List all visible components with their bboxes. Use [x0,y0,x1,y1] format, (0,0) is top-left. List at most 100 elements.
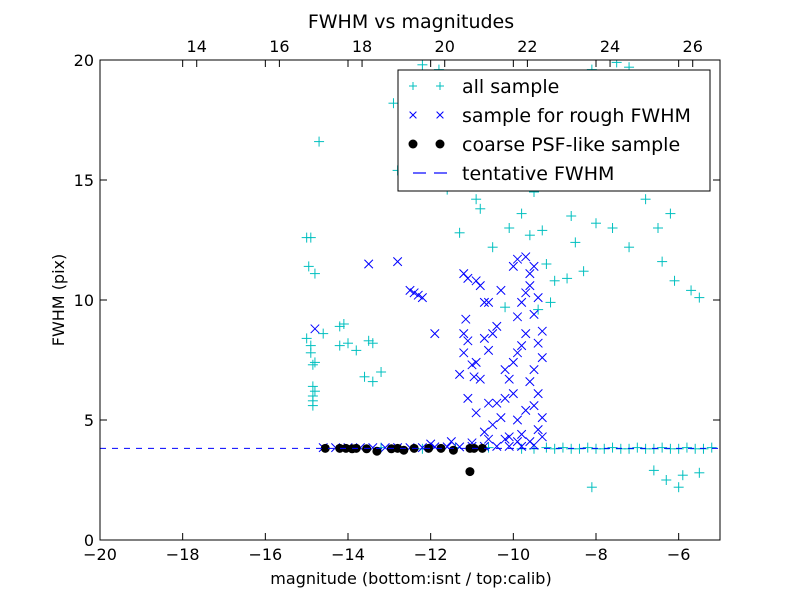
data-point [607,223,618,233]
data-point [477,443,487,453]
top-tick-label: 22 [517,37,537,56]
data-point [500,302,511,313]
data-point [463,273,473,284]
data-point [479,427,490,437]
data-point [475,374,485,384]
x-tick-label: −14 [331,545,365,564]
data-point [512,415,523,425]
data-point [376,367,387,377]
data-point [372,446,382,456]
data-point [545,297,556,308]
data-point [471,357,481,368]
data-point [465,467,475,477]
legend-marker [408,139,418,149]
data-point [661,475,672,485]
data-point [525,268,535,279]
legend-label: tentative FWHM [462,163,614,185]
data-point [706,442,717,453]
data-point [338,319,349,329]
data-point [388,98,399,109]
data-point [320,443,330,453]
legend-box [397,69,711,192]
data-point [566,211,577,221]
data-point [504,374,514,384]
data-point [405,285,415,296]
data-point [537,326,547,336]
x-tick-label: −12 [414,545,448,564]
x-tick-label: −10 [496,545,530,564]
x-axis-bottom: −20 −18 −16 −14 −12 −10 −8 −6 [83,60,690,564]
data-point [533,424,543,435]
data-point [591,218,601,229]
data-point [521,252,531,262]
data-point [314,136,325,147]
data-point [500,434,510,444]
data-point [665,208,676,219]
data-point [309,357,320,368]
data-point [624,242,635,253]
data-point [578,266,589,277]
data-point [557,442,568,453]
y-axis-label: FWHM (pix) [49,254,68,347]
data-point [504,432,514,442]
data-point [307,359,318,370]
x-tick-label: −16 [248,545,282,564]
data-point [516,297,527,308]
data-point [512,348,523,358]
data-point [521,288,531,298]
data-point [479,297,490,308]
data-point [669,275,680,286]
data-point [483,297,494,308]
data-point [459,328,469,339]
data-point [586,482,597,493]
data-point [686,285,697,296]
data-point [483,434,494,444]
data-point [516,429,527,440]
data-point [303,261,314,272]
data-point [417,60,428,70]
data-point [549,275,560,286]
data-point [496,285,506,296]
data-point [537,432,547,442]
data-point [681,442,692,453]
legend-marker [409,111,417,119]
data-point [524,230,535,241]
data-point [582,442,593,453]
data-point [483,398,494,408]
x-tick-label: −18 [166,545,200,564]
data-point [611,60,622,68]
data-point [487,242,498,253]
legend-marker [436,111,444,119]
data-point [533,304,544,315]
data-point [529,400,539,411]
data-point [454,227,465,238]
data-point [399,445,409,455]
data-point [537,225,548,236]
data-point [694,292,705,303]
y-tick-label: 0 [84,531,94,550]
data-point [343,338,353,349]
data-point [500,393,510,404]
legend: all sample sample for rough FWHM coarse PS… [397,69,711,192]
data-point [475,203,486,214]
data-point [301,333,312,344]
legend-entry: coarse PSF-like sample [408,134,680,156]
data-point [448,445,458,455]
chart-title: FWHM vs magnitudes [308,11,514,33]
top-tick-label: 18 [352,37,372,56]
data-point [521,328,531,339]
data-point [310,324,320,334]
legend-entry: sample for rough FWHM [409,105,691,127]
data-point [307,400,318,411]
data-point [512,254,523,264]
data-point [694,467,705,478]
data-point [471,276,481,286]
top-tick-label: 16 [269,37,289,56]
data-point [533,292,543,303]
data-point [496,412,506,423]
data-point [367,376,378,387]
data-point [469,372,479,382]
y-tick-label: 10 [74,291,94,310]
x-tick-label: −6 [667,545,691,564]
data-point [392,256,403,267]
